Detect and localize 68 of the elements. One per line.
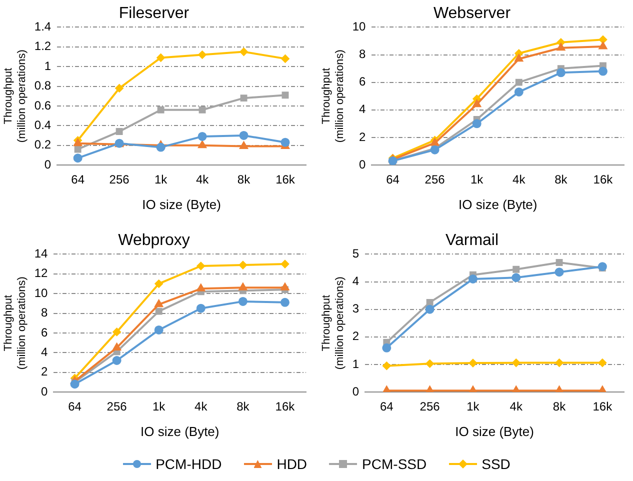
- x-tick-label: 1k: [470, 172, 484, 187]
- x-tick-label: 16k: [593, 172, 614, 187]
- y-tick-label: 0.6: [34, 98, 52, 112]
- y-axis-title: Throughput (million operations): [320, 276, 346, 370]
- y-axis-title: Throughput (million operations): [2, 50, 28, 143]
- y-tick-label: 4: [352, 274, 360, 288]
- y-tick-label: 0.8: [34, 78, 52, 93]
- x-tick-label: 16k: [592, 400, 614, 414]
- y-tick-label: 6: [41, 325, 48, 340]
- x-tick-label: 4k: [512, 172, 526, 187]
- y-tick-label: 8: [41, 306, 48, 320]
- y-tick-label: 2: [41, 364, 48, 379]
- y-tick-label: 0: [352, 384, 360, 398]
- y-tick-label: 6: [359, 74, 366, 89]
- legend-label: PCM-HDD: [156, 456, 222, 472]
- x-tick-label: 4k: [510, 400, 524, 414]
- y-tick-label: 5: [352, 246, 360, 261]
- y-tick-label: 2: [352, 329, 360, 344]
- x-tick-label: 1k: [466, 400, 480, 414]
- y-tick-label: 14: [34, 246, 48, 261]
- y-tick-label: 0: [359, 157, 366, 172]
- y-tick-label: 1.4: [34, 20, 52, 34]
- y-tick-label: 12: [34, 266, 48, 280]
- y-tick-label: 4: [359, 102, 366, 116]
- x-tick-label: 8k: [236, 400, 250, 414]
- x-tick-label: 256: [109, 172, 130, 187]
- x-tick-label: 16k: [276, 172, 296, 187]
- x-tick-label: 64: [380, 400, 394, 414]
- y-tick-label: 1: [352, 356, 360, 371]
- chart-title: Fileserver: [118, 5, 190, 22]
- x-tick-label: 1k: [154, 172, 168, 187]
- x-tick-label: 256: [106, 400, 128, 414]
- y-tick-label: 10: [352, 20, 366, 34]
- y-tick-label: 1: [44, 58, 52, 73]
- legend-label: PCM-SSD: [362, 456, 427, 472]
- x-tick-label: 4k: [194, 400, 208, 414]
- x-axis-title: IO size (Byte): [140, 424, 220, 439]
- x-axis-title: IO size (Byte): [142, 196, 221, 212]
- y-tick-label: 0.4: [34, 118, 52, 132]
- y-tick-label: 4: [41, 344, 48, 359]
- x-tick-label: 64: [71, 172, 85, 187]
- y-tick-label: 10: [34, 286, 48, 300]
- chart-title: Webproxy: [118, 232, 190, 250]
- x-tick-label: 8k: [552, 400, 567, 414]
- x-axis-title: IO size (Byte): [455, 424, 534, 439]
- x-axis-title: IO size (Byte): [458, 196, 538, 212]
- y-tick-label: 3: [352, 302, 360, 316]
- chart-title: Webserver: [433, 5, 512, 22]
- y-tick-label: 2: [359, 130, 366, 144]
- y-tick-label: 0: [41, 384, 48, 398]
- legend-label: SSD: [482, 456, 510, 472]
- y-tick-label: 8: [359, 47, 366, 62]
- chart-title: Varmail: [445, 232, 499, 250]
- x-tick-label: 4k: [196, 172, 210, 187]
- y-tick-label: 1.2: [34, 39, 52, 54]
- x-tick-label: 256: [420, 400, 440, 414]
- x-tick-label: 256: [424, 172, 446, 187]
- y-axis-title: Throughput (million operations): [320, 50, 346, 143]
- x-tick-label: 16k: [275, 400, 296, 414]
- x-tick-label: 64: [68, 400, 82, 414]
- y-tick-label: 0.2: [34, 138, 52, 152]
- x-tick-label: 8k: [554, 172, 568, 187]
- x-tick-label: 1k: [152, 400, 166, 414]
- y-axis-title: Throughput (million operations): [2, 276, 28, 370]
- legend-label: HDD: [276, 456, 308, 472]
- y-tick-label: 0: [44, 157, 52, 172]
- x-tick-label: 64: [386, 172, 400, 187]
- x-tick-label: 8k: [237, 172, 252, 187]
